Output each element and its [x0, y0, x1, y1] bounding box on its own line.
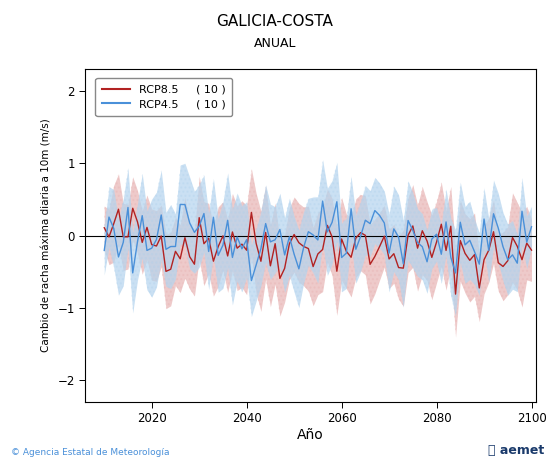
Legend: RCP8.5     ( 10 ), RCP4.5     ( 10 ): RCP8.5 ( 10 ), RCP4.5 ( 10 ) [95, 78, 232, 116]
Text: ANUAL: ANUAL [254, 37, 296, 50]
Y-axis label: Cambio de racha máxima diaria a 10m (m/s): Cambio de racha máxima diaria a 10m (m/s… [42, 119, 52, 353]
Text: © Agencia Estatal de Meteorología: © Agencia Estatal de Meteorología [11, 449, 169, 457]
Text: GALICIA-COSTA: GALICIA-COSTA [217, 14, 333, 29]
X-axis label: Año: Año [298, 428, 324, 442]
Text: ⓐ aemet: ⓐ aemet [488, 444, 544, 457]
